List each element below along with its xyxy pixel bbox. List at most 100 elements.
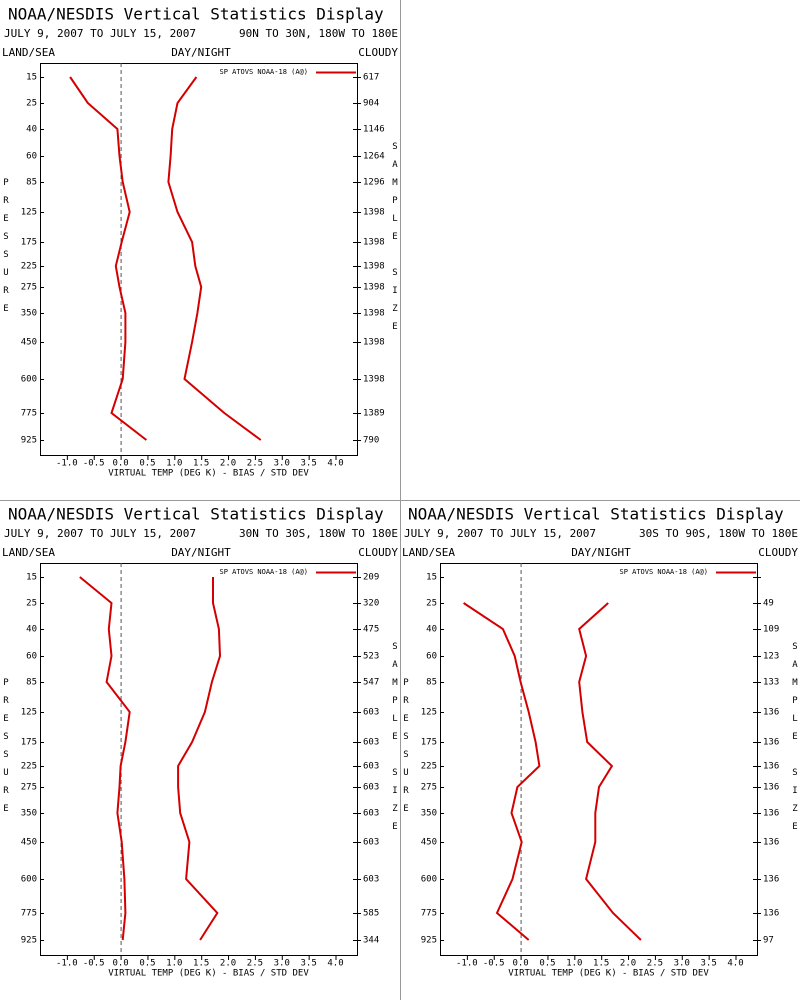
legend-label: SP ATOVS NOAA-18 (A@)	[219, 568, 308, 576]
plot-area	[40, 63, 358, 456]
y-tick-label: 60	[26, 652, 37, 662]
x-tick-label: -0.5	[483, 959, 505, 969]
x-axis-label: VIRTUAL TEMP (DEG K) - BIAS / STD DEV	[508, 969, 709, 979]
sample-size-label: 603	[363, 738, 379, 748]
sample-size-label: 603	[363, 783, 379, 793]
y-tick-label: 25	[26, 599, 37, 609]
header-label: LAND/SEA	[2, 546, 55, 559]
sample-size-label: 1146	[363, 125, 385, 135]
x-tick-label: 0.5	[139, 459, 155, 469]
header-label: DAY/NIGHT	[171, 546, 231, 559]
x-tick-label: 2.0	[220, 959, 236, 969]
sample-size-label: 136	[763, 909, 779, 919]
y-tick-label: 175	[421, 738, 437, 748]
sample-size-label: 1296	[363, 178, 385, 188]
y-tick-label: 175	[21, 238, 37, 248]
x-tick-label: 1.0	[166, 959, 182, 969]
x-tick-label: 1.5	[193, 459, 209, 469]
x-tick-label: 4.0	[327, 459, 343, 469]
y-tick-label: 40	[26, 125, 37, 135]
y-tick-label: 350	[21, 809, 37, 819]
x-tick-label: -0.5	[83, 459, 105, 469]
y-tick-label: 775	[421, 909, 437, 919]
sample-size-label: 136	[763, 875, 779, 885]
std-dev-line	[167, 76, 262, 441]
y-tick-label: 125	[21, 708, 37, 718]
y-tick-label: 25	[426, 599, 437, 609]
plot-area	[440, 563, 758, 956]
sample-size-label: 97	[763, 936, 774, 946]
y-tick-label: 925	[21, 936, 37, 946]
sample-size-label: 136	[763, 762, 779, 772]
y-tick-label: 450	[21, 838, 37, 848]
sample-size-label: 49	[763, 599, 774, 609]
x-tick-label: 2.0	[620, 959, 636, 969]
x-tick-label: 2.5	[647, 959, 663, 969]
x-tick-label: 3.5	[301, 459, 317, 469]
x-tick-label: 1.5	[593, 959, 609, 969]
sample-size-label: 123	[763, 652, 779, 662]
x-tick-label: -1.0	[456, 959, 478, 969]
sample-size-label: 1398	[363, 262, 385, 272]
y-tick-label: 450	[421, 838, 437, 848]
x-axis-label: VIRTUAL TEMP (DEG K) - BIAS / STD DEV	[108, 969, 309, 979]
sample-size-label: 136	[763, 838, 779, 848]
y-tick-label: 85	[426, 678, 437, 688]
header-label: CLOUDY	[358, 546, 398, 559]
x-tick-label: 2.5	[247, 459, 263, 469]
sample-size-label: 1398	[363, 208, 385, 218]
sample-size-label: 1398	[363, 375, 385, 385]
bias-line	[69, 76, 148, 441]
x-tick-label: 3.5	[701, 959, 717, 969]
x-tick-label: 3.5	[301, 959, 317, 969]
sample-size-label: 603	[363, 809, 379, 819]
sample-size-label: 617	[363, 73, 379, 83]
sample-size-label: 136	[763, 708, 779, 718]
header-label: DAY/NIGHT	[571, 546, 631, 559]
x-tick-label: 2.5	[247, 959, 263, 969]
x-tick-label: 2.0	[220, 459, 236, 469]
x-tick-label: 0.0	[112, 459, 128, 469]
y-tick-label: 600	[21, 375, 37, 385]
y-tick-label: 350	[421, 809, 437, 819]
x-tick-label: 0.0	[112, 959, 128, 969]
x-tick-label: -0.5	[83, 959, 105, 969]
y-tick-label: 350	[21, 309, 37, 319]
x-tick-label: 0.5	[139, 959, 155, 969]
x-tick-label: 1.0	[566, 959, 582, 969]
sample-size-label: 136	[763, 809, 779, 819]
x-tick-label: -1.0	[56, 459, 78, 469]
y-tick-label: 925	[21, 436, 37, 446]
y-tick-label: 125	[421, 708, 437, 718]
chart-title: NOAA/NESDIS Vertical Statistics Display	[8, 505, 384, 524]
y-tick-label: 450	[21, 338, 37, 348]
y-tick-label: 275	[21, 783, 37, 793]
y-tick-label: 40	[26, 625, 37, 635]
y-tick-label: 225	[21, 262, 37, 272]
y-tick-label: 175	[21, 738, 37, 748]
sample-size-label: 1264	[363, 152, 385, 162]
y-tick-label: 125	[21, 208, 37, 218]
sample-size-label: 109	[763, 625, 779, 635]
chart-panel: NOAA/NESDIS Vertical Statistics Display J…	[2, 505, 398, 979]
plot-area	[40, 563, 358, 956]
chart-region: 30S TO 90S, 180W TO 180E	[639, 527, 798, 540]
x-tick-label: 0.0	[512, 959, 528, 969]
sample-size-label: 904	[363, 99, 379, 109]
y-tick-label: 15	[26, 573, 37, 583]
x-tick-label: 3.0	[274, 959, 290, 969]
sample-size-label: 523	[363, 652, 379, 662]
y-tick-label: 775	[21, 409, 37, 419]
y-tick-label: 25	[26, 99, 37, 109]
bias-line	[463, 602, 541, 941]
header-label: CLOUDY	[758, 546, 798, 559]
chart-region: 30N TO 30S, 180W TO 180E	[239, 527, 398, 540]
sample-size-label: 475	[363, 625, 379, 635]
std-dev-line	[177, 577, 222, 941]
chart-region: 90N TO 30N, 180W TO 180E	[239, 27, 398, 40]
chart-subtitle: JULY 9, 2007 TO JULY 15, 2007	[4, 527, 196, 540]
